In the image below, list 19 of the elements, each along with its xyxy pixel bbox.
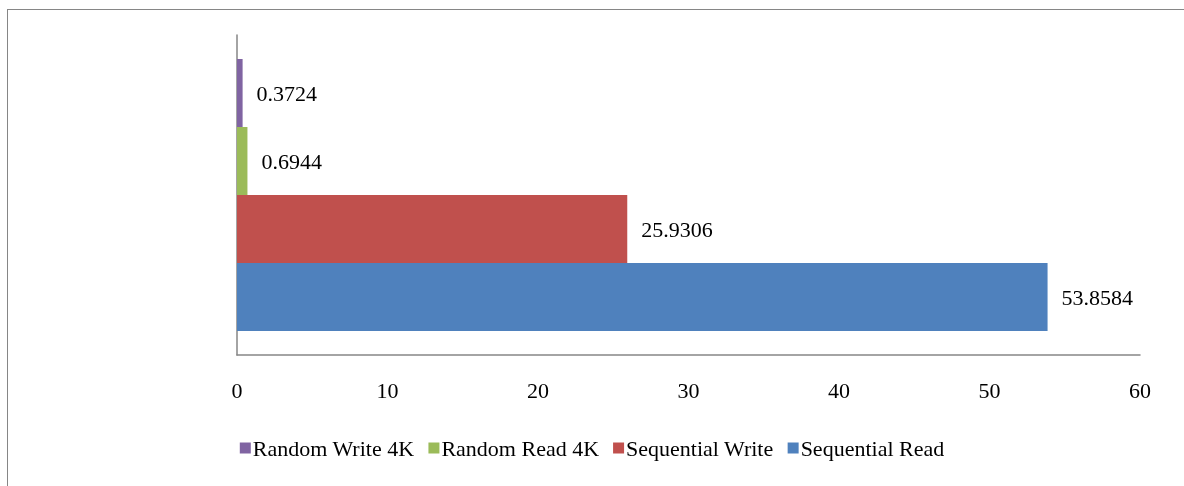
x-tick-label: 10 xyxy=(376,377,399,403)
legend-label: Random Write 4K xyxy=(252,435,415,461)
x-tick-label: 0 xyxy=(231,377,243,403)
bar xyxy=(237,195,628,263)
data-label: 0.6944 xyxy=(261,148,322,174)
x-tick-label: 60 xyxy=(1129,377,1151,403)
legend-label: Sequential Read xyxy=(800,435,945,461)
x-tick-label: 40 xyxy=(828,377,850,403)
bar xyxy=(237,263,1048,331)
data-label: 53.8584 xyxy=(1061,284,1134,310)
x-tick-label: 50 xyxy=(978,377,1001,403)
x-tick-label: 20 xyxy=(527,377,549,403)
bar xyxy=(237,59,243,127)
data-label: 25.9306 xyxy=(641,216,713,242)
data-label: 0.3724 xyxy=(256,80,318,106)
legend-label: Random Read 4K xyxy=(441,435,600,461)
bar xyxy=(237,127,248,195)
x-tick-label: 30 xyxy=(677,377,700,403)
legend-label: Sequential Write xyxy=(626,435,774,461)
